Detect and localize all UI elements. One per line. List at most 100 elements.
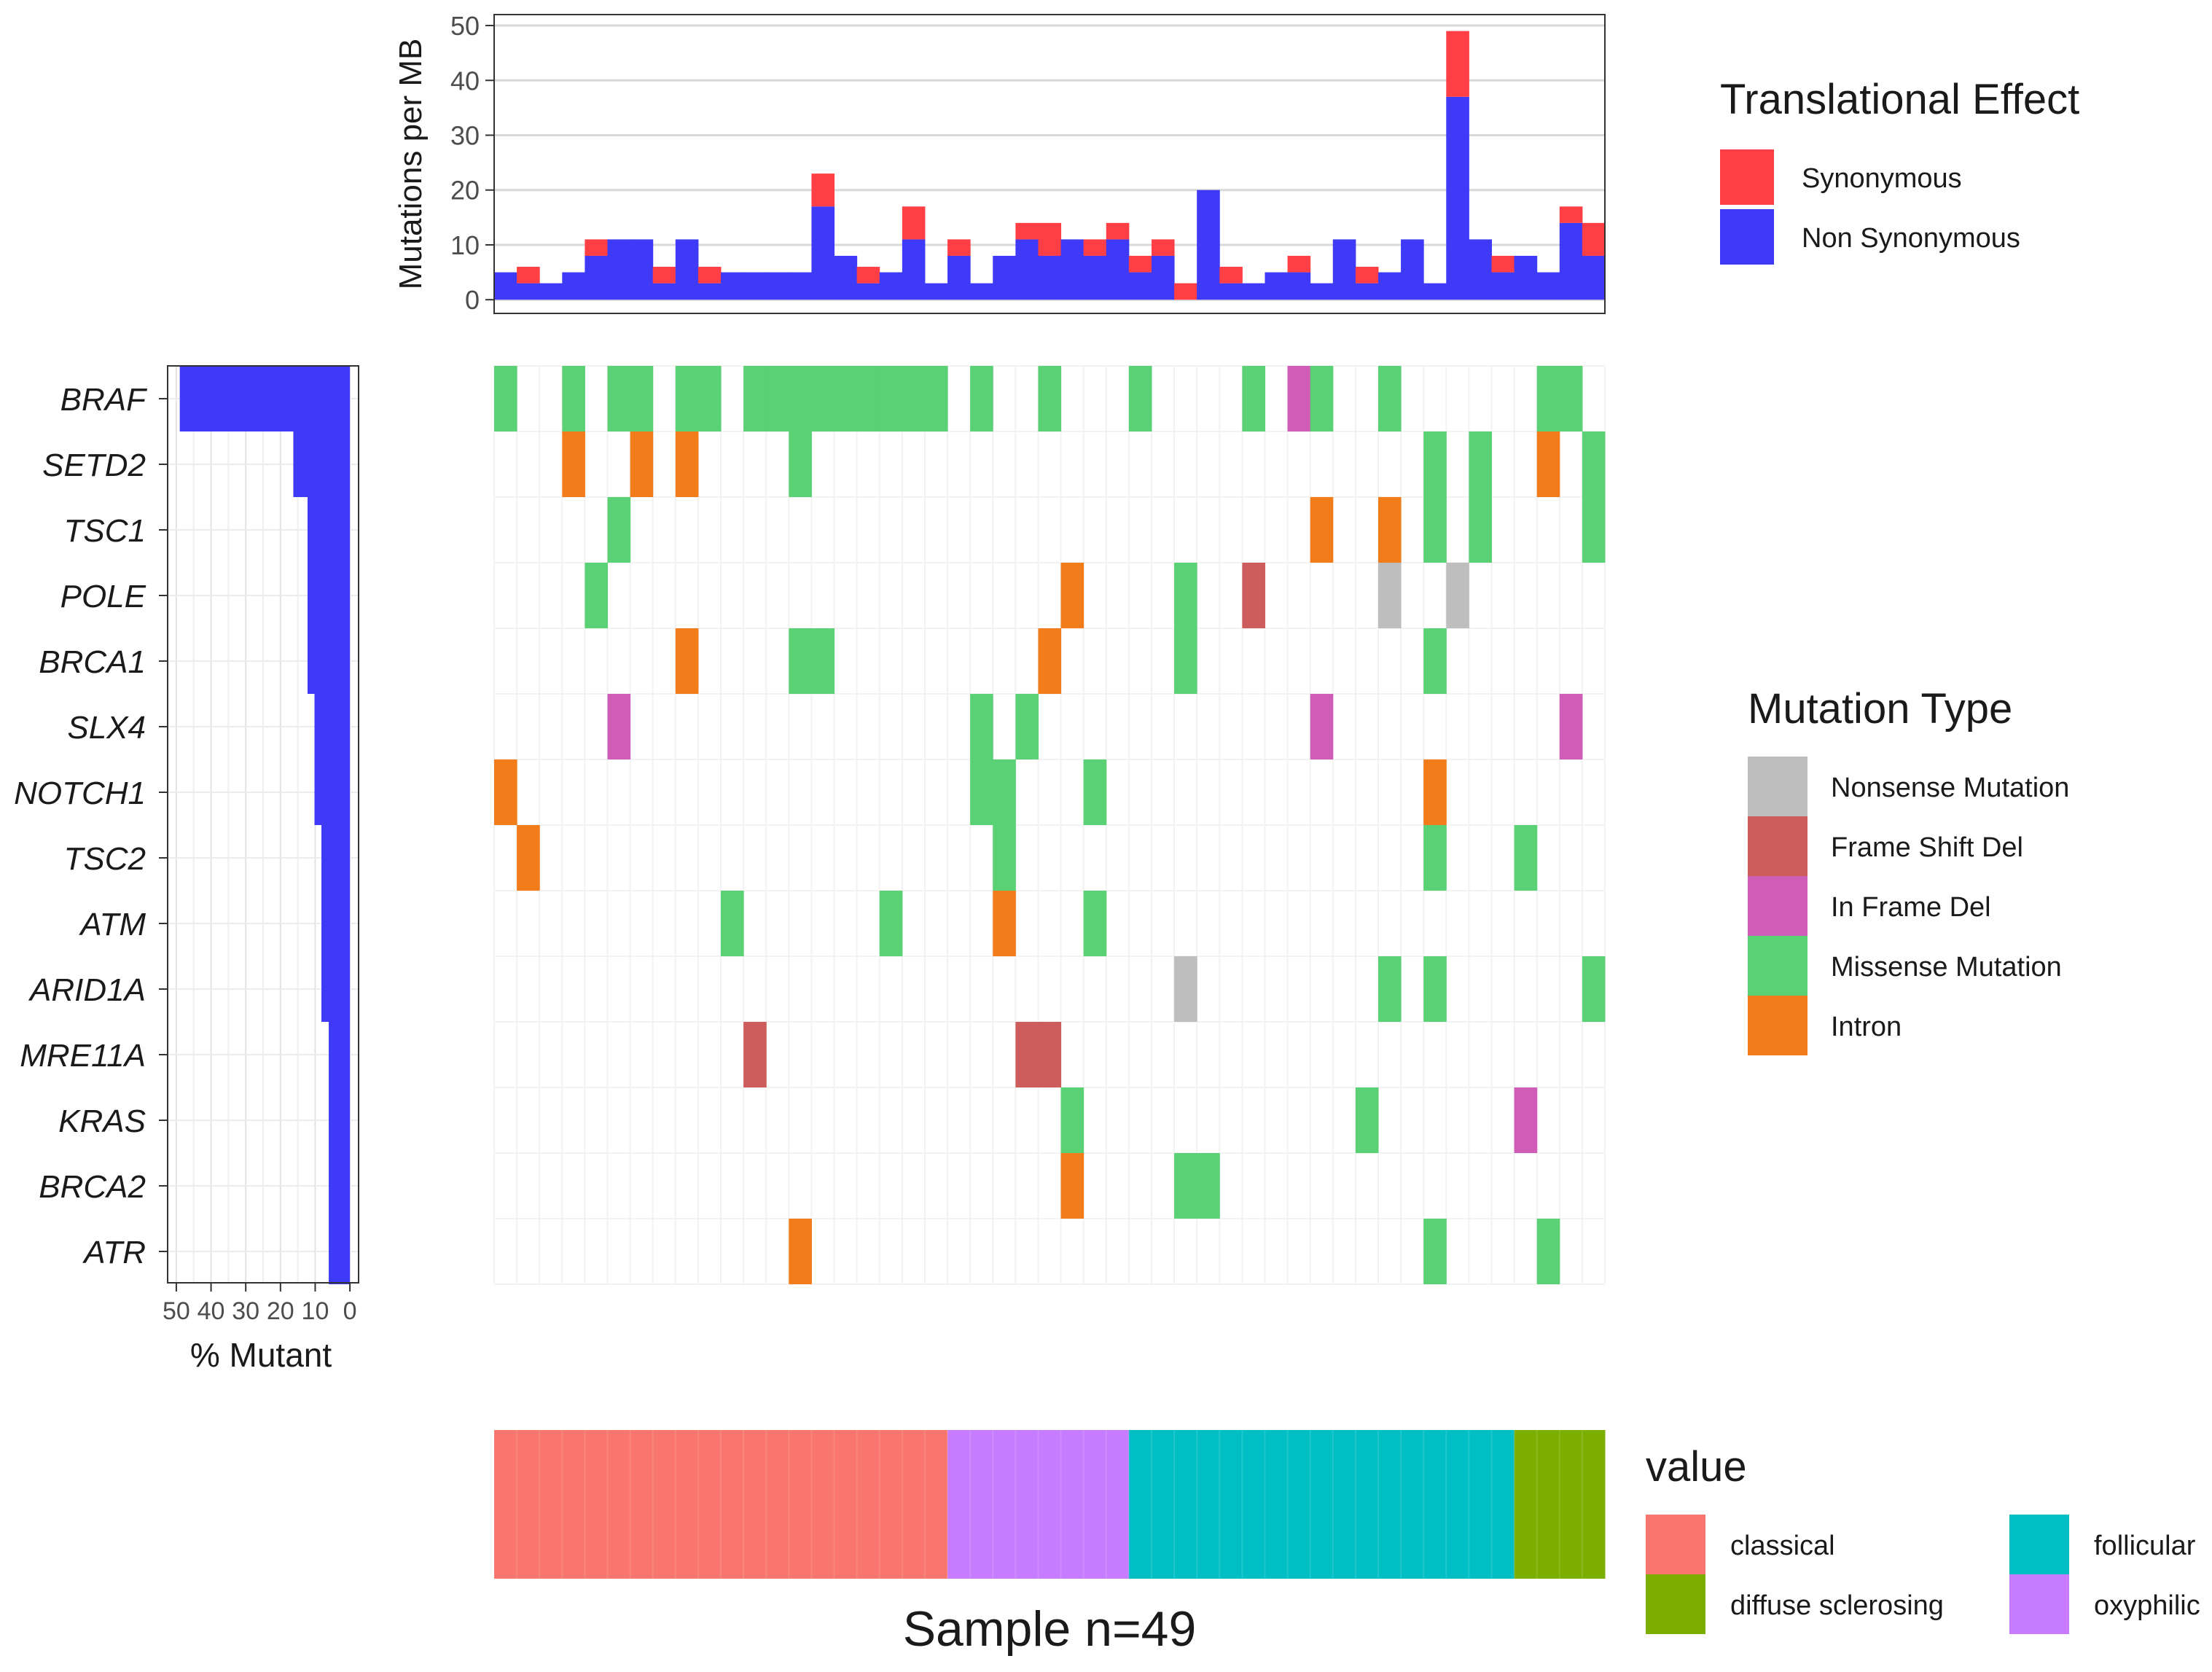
mutation-cell [1377, 563, 1402, 628]
tmb-bar-nonsynonymous [1491, 272, 1515, 300]
mutation-cell [1197, 1153, 1220, 1219]
tmb-bar-synonymous [697, 267, 722, 284]
clinical-cell [494, 1430, 517, 1579]
tmb-y-tick-label: 10 [450, 230, 480, 260]
legend-label: Nonsense Mutation [1831, 773, 2069, 803]
tmb-bar-synonymous [1582, 222, 1606, 257]
freq-x-tick-label: 0 [343, 1297, 357, 1325]
tmb-bar-nonsynonymous [766, 272, 789, 300]
tmb-bar-synonymous [585, 239, 609, 257]
mutation-cell [494, 366, 517, 431]
gene-frequency-bar [321, 956, 351, 1022]
clinical-cell [675, 1430, 699, 1579]
mutation-cell [1083, 891, 1107, 956]
tmb-bar-nonsynonymous [1151, 256, 1175, 300]
mutation-cell [1423, 497, 1447, 563]
tmb-bar-synonymous [1128, 256, 1152, 273]
mutation-cell [1310, 694, 1334, 759]
gene-frequency-bar [329, 1219, 351, 1284]
tmb-bar-nonsynonymous [993, 256, 1016, 300]
mutation-cell [607, 366, 631, 431]
mutation-cell [1310, 366, 1334, 431]
mutation-cell [1060, 1087, 1084, 1153]
clinical-cell [902, 1430, 926, 1579]
mutation-cell [834, 366, 858, 431]
tmb-bar-synonymous [1219, 267, 1243, 284]
tmb-bar-nonsynonymous [539, 283, 563, 300]
gene-frequency-bar [321, 825, 351, 891]
mutation-cell [1038, 628, 1062, 694]
clinical-cell [697, 1430, 722, 1579]
mutation-cell [1377, 956, 1402, 1022]
legend-swatch-mutation [1748, 996, 1807, 1055]
tmb-bar-synonymous [947, 239, 971, 257]
clinical-cell [585, 1430, 609, 1579]
tmb-y-tick-label: 0 [465, 285, 480, 315]
tmb-bar-synonymous [811, 173, 835, 207]
clinical-cell [607, 1430, 631, 1579]
clinical-cell [1446, 1430, 1469, 1579]
tmb-bar-synonymous [517, 267, 540, 284]
tmb-y-axis-label: Mutations per MB [393, 39, 429, 290]
clinical-cell [1287, 1430, 1311, 1579]
mutation-cell [1446, 563, 1469, 628]
mutation-cell [1582, 431, 1606, 497]
tmb-bar-nonsynonymous [1446, 96, 1469, 300]
tmb-bar-nonsynonymous [789, 272, 812, 300]
mutation-cell [630, 366, 654, 431]
clinical-cell [947, 1430, 971, 1579]
mutation-cell [1423, 825, 1447, 891]
legend-label: diffuse sclerosing [1730, 1590, 1944, 1621]
gene-labels: BRAF SETD2 TSC1 POLE BRCA1 SLX4 NOTCH1 TSC2 ATM A… [14, 382, 147, 1270]
mutation-cell [697, 366, 722, 431]
clinical-cell [517, 1430, 540, 1579]
mutation-cell [1536, 366, 1560, 431]
tmb-bar-nonsynonymous [1559, 222, 1583, 300]
legend-label: Frame Shift Del [1831, 832, 2023, 863]
mutation-cell [924, 366, 948, 431]
freq-x-tick-label: 50 [163, 1297, 190, 1325]
tmb-bar-nonsynonymous [1038, 256, 1062, 300]
gene-frequency-bar [307, 497, 351, 563]
tmb-bar-nonsynonymous [721, 272, 744, 300]
tmb-bar-nonsynonymous [1060, 239, 1084, 300]
legend-label: follicular [2094, 1531, 2196, 1561]
clinical-legend-title: value [1646, 1443, 1747, 1491]
clinical-cell [789, 1430, 812, 1579]
tmb-bar-nonsynonymous [879, 272, 903, 300]
mutation-type-legend: Mutation Type Nonsense Mutation Frame Shi… [1748, 685, 2069, 1055]
clinical-cell [834, 1430, 858, 1579]
legend-label: oxyphilic [2094, 1590, 2200, 1621]
tmb-bar-nonsynonymous [1536, 272, 1560, 300]
clinical-cell [924, 1430, 948, 1579]
mutation-cell [902, 366, 926, 431]
clinical-cell [766, 1430, 789, 1579]
tmb-bar-nonsynonymous [1469, 239, 1492, 300]
tmb-bar-nonsynonymous [811, 206, 835, 300]
tmb-bar-nonsynonymous [1128, 272, 1152, 300]
mutation-cell [1242, 563, 1265, 628]
mutation-cell [1514, 1087, 1538, 1153]
gene-label: KRAS [58, 1103, 146, 1139]
tmb-bar-nonsynonymous [562, 272, 585, 300]
clinical-cell [652, 1430, 676, 1579]
legend-swatch-mutation [1748, 876, 1807, 936]
mutation-cell [562, 431, 585, 497]
freq-x-tick-label: 10 [302, 1297, 329, 1325]
tmb-bar-nonsynonymous [1265, 272, 1289, 300]
legend-swatch-nonsyn [1720, 209, 1774, 265]
tmb-bar-synonymous [1038, 222, 1062, 257]
mutation-burden-panel: 0 10 20 30 40 50 Mutations per MB [393, 11, 1606, 315]
clinical-cell [562, 1430, 585, 1579]
clinical-cell [1060, 1430, 1084, 1579]
mutation-cell [1174, 1153, 1197, 1219]
clinical-cell [1174, 1430, 1197, 1579]
clinical-cell [1083, 1430, 1107, 1579]
clinical-cell [721, 1430, 744, 1579]
tmb-bar-nonsynonymous [902, 239, 926, 300]
tmb-bar-nonsynonymous [697, 283, 722, 300]
tmb-bar-nonsynonymous [652, 283, 676, 300]
mutation-cell [1015, 694, 1039, 759]
mutation-cell [494, 759, 517, 825]
